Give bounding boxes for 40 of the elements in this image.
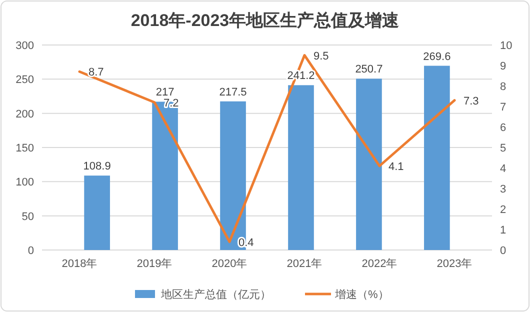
y2-tick-label: 9	[500, 60, 506, 72]
y2-tick-label: 5	[500, 142, 506, 154]
y-tick-label: 300	[16, 40, 34, 52]
x-tick-label: 2019年	[136, 258, 172, 270]
data-label: 9.5	[314, 50, 329, 62]
chart-title: 2018年-2023年地区生产总值及增速	[130, 11, 400, 30]
y2-tick-label: 4	[500, 163, 506, 175]
bar	[356, 78, 382, 250]
data-label: 250.7	[355, 64, 383, 76]
data-label: 269.6	[423, 50, 451, 63]
legend-label: 地区生产总值（亿元）	[160, 288, 271, 301]
data-label: 8.7	[88, 66, 104, 79]
x-tick-label: 2020年	[212, 258, 248, 270]
legend-label: 增速（%）	[334, 288, 389, 301]
y2-tick-label: 7	[500, 102, 506, 114]
x-tick-label: 2023年	[436, 258, 472, 270]
y-tick-label: 0	[28, 245, 34, 257]
data-label: 108.9	[83, 160, 111, 173]
data-label: 7.3	[464, 95, 479, 108]
y2-tick-label: 1	[500, 224, 506, 236]
x-tick-label: 2022年	[362, 258, 398, 270]
y2-tick-label: 10	[500, 40, 512, 52]
y2-tick-label: 2	[500, 204, 506, 216]
x-tick-label: 2021年	[286, 258, 322, 270]
x-tick-label: 2018年	[62, 258, 98, 270]
y-tick-label: 250	[16, 74, 34, 86]
data-label: 217	[156, 86, 174, 99]
y-tick-label: 50	[22, 210, 34, 223]
data-label: 4.1	[388, 160, 404, 173]
y2-tick-label: 0	[500, 245, 506, 257]
bar	[424, 66, 450, 250]
y-tick-label: 200	[16, 108, 34, 120]
y-tick-label: 100	[16, 176, 34, 189]
y2-tick-label: 3	[500, 184, 506, 196]
y2-tick-label: 6	[500, 122, 506, 134]
bar	[84, 176, 110, 250]
y2-tick-label: 8	[500, 81, 506, 93]
y-tick-label: 150	[16, 142, 34, 154]
data-label: 217.5	[219, 86, 247, 98]
bar	[288, 85, 314, 250]
